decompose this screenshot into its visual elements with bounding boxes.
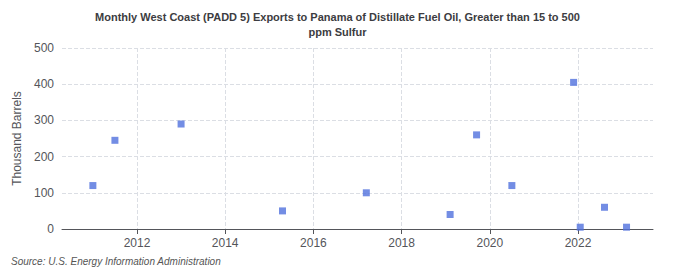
svg-text:2018: 2018 <box>388 236 415 250</box>
svg-text:2022: 2022 <box>565 236 592 250</box>
svg-text:0: 0 <box>47 222 54 236</box>
svg-text:2020: 2020 <box>476 236 503 250</box>
svg-text:2016: 2016 <box>300 236 327 250</box>
svg-text:2012: 2012 <box>124 236 151 250</box>
svg-text:2014: 2014 <box>212 236 239 250</box>
svg-text:Source: U.S. Energy Informatio: Source: U.S. Energy Information Administ… <box>11 256 221 267</box>
svg-text:300: 300 <box>34 113 54 127</box>
svg-text:200: 200 <box>34 150 54 164</box>
svg-text:ppm Sulfur: ppm Sulfur <box>308 26 367 38</box>
svg-text:500: 500 <box>34 41 54 55</box>
svg-text:100: 100 <box>34 186 54 200</box>
svg-text:Monthly West Coast (PADD 5) Ex: Monthly West Coast (PADD 5) Exports to P… <box>95 11 580 23</box>
svg-text:Thousand Barrels: Thousand Barrels <box>10 91 24 186</box>
svg-text:400: 400 <box>34 77 54 91</box>
